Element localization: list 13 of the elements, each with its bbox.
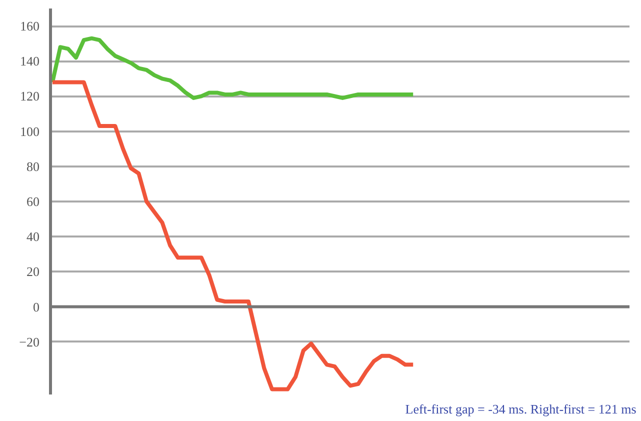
y-tick-label: 80 — [26, 158, 40, 174]
y-tick-label: 140 — [20, 54, 40, 69]
line-series — [50, 80, 416, 392]
y-tick-label: 0 — [33, 299, 40, 314]
y-tick-label: 100 — [20, 124, 40, 139]
y-tick-label: 160 — [20, 18, 40, 34]
y-tick-label: 60 — [26, 194, 40, 209]
y-tick-label: 120 — [20, 88, 40, 104]
line-series — [50, 36, 416, 100]
text: Left-first gap = -34 ms. Right-first = 121 ms — [405, 402, 636, 416]
y-tick-label: 20 — [26, 264, 40, 280]
y-tick-label: 40 — [26, 229, 40, 244]
y-tick-label: −20 — [19, 334, 40, 350]
